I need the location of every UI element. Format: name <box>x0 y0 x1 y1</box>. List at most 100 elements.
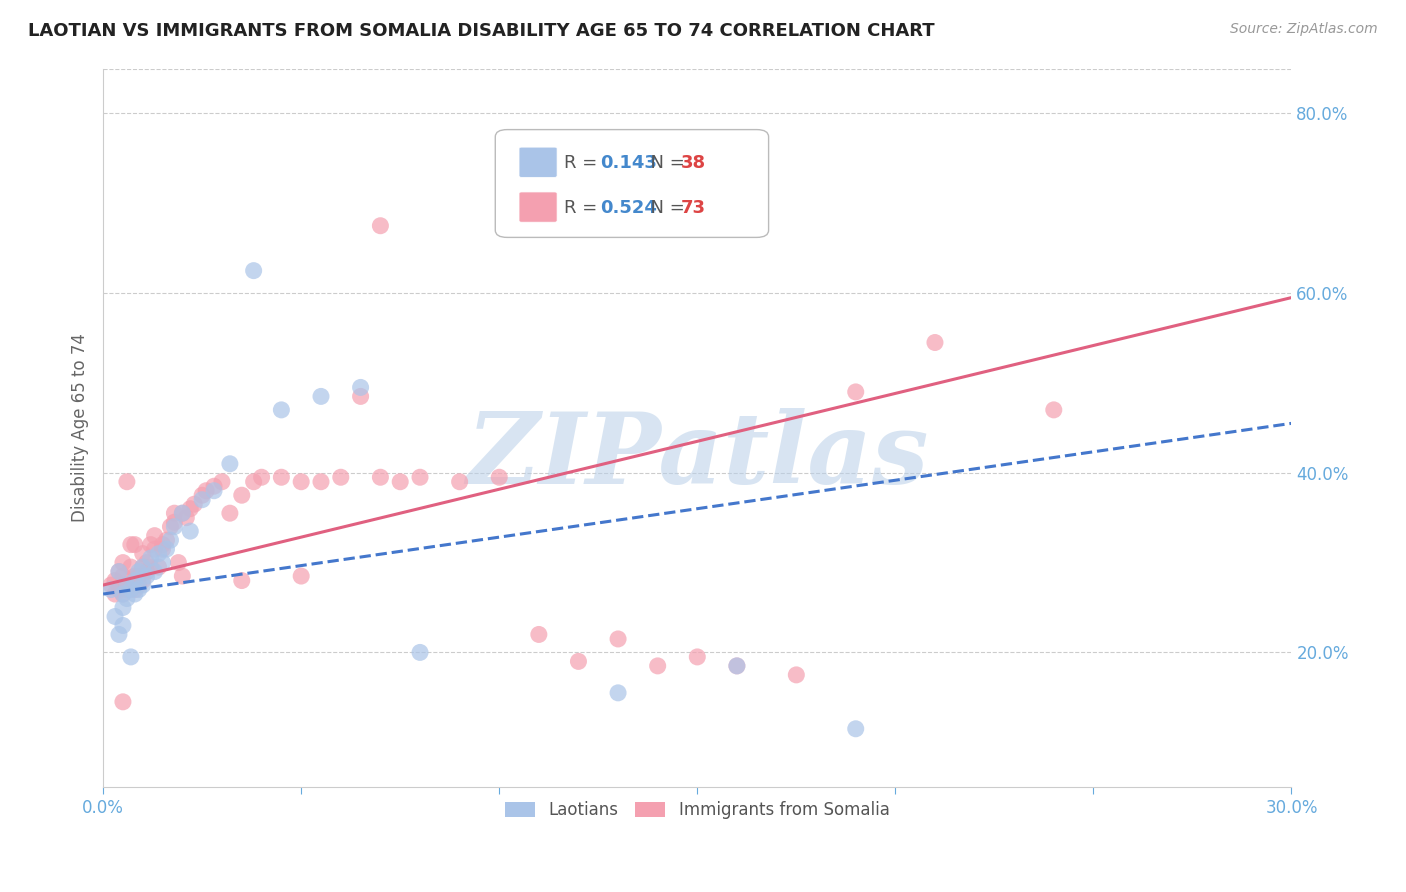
FancyBboxPatch shape <box>519 192 557 222</box>
Text: R =: R = <box>564 154 603 172</box>
Point <box>139 560 162 574</box>
Point <box>135 565 157 579</box>
Point <box>128 578 150 592</box>
Point <box>120 538 142 552</box>
Point <box>845 384 868 399</box>
Y-axis label: Disability Age 65 to 74: Disability Age 65 to 74 <box>72 334 89 523</box>
Point <box>108 565 131 579</box>
Point <box>172 506 194 520</box>
Point <box>148 547 170 561</box>
Point <box>309 475 332 489</box>
Point <box>111 695 134 709</box>
Point <box>111 618 134 632</box>
Point <box>120 578 142 592</box>
Point <box>111 600 134 615</box>
Point <box>270 470 292 484</box>
Point <box>607 632 630 646</box>
Point <box>159 519 181 533</box>
Point <box>120 582 142 597</box>
Point <box>449 475 471 489</box>
Point <box>152 556 174 570</box>
Point <box>108 582 131 597</box>
Point <box>155 533 177 548</box>
Point <box>488 470 510 484</box>
Point <box>128 565 150 579</box>
Point <box>686 649 709 664</box>
Point <box>309 389 332 403</box>
Point <box>132 560 155 574</box>
Point <box>111 587 134 601</box>
Point <box>152 542 174 557</box>
Point <box>108 627 131 641</box>
Point <box>128 569 150 583</box>
Point <box>647 659 669 673</box>
Text: 73: 73 <box>681 199 706 217</box>
Point <box>132 547 155 561</box>
Point <box>115 591 138 606</box>
Legend: Laotians, Immigrants from Somalia: Laotians, Immigrants from Somalia <box>499 794 896 826</box>
Point <box>183 497 205 511</box>
Point <box>120 560 142 574</box>
Point <box>104 574 127 588</box>
Point <box>370 219 392 233</box>
Point <box>349 389 371 403</box>
Point <box>202 483 225 498</box>
Point <box>924 335 946 350</box>
Point <box>104 587 127 601</box>
Text: R =: R = <box>564 199 603 217</box>
Point <box>607 686 630 700</box>
Point <box>111 569 134 583</box>
Point <box>152 538 174 552</box>
Point <box>725 659 748 673</box>
Text: Source: ZipAtlas.com: Source: ZipAtlas.com <box>1230 22 1378 37</box>
Point <box>191 488 214 502</box>
Point <box>250 470 273 484</box>
Point <box>567 654 589 668</box>
Point <box>148 560 170 574</box>
Point <box>195 483 218 498</box>
Point <box>527 627 550 641</box>
Text: 0.143: 0.143 <box>600 154 657 172</box>
Point <box>231 574 253 588</box>
Text: N =: N = <box>640 154 690 172</box>
Point <box>120 649 142 664</box>
Text: N =: N = <box>640 199 690 217</box>
Point <box>100 582 122 597</box>
Point <box>104 609 127 624</box>
Point <box>270 403 292 417</box>
FancyBboxPatch shape <box>519 147 557 178</box>
Text: 38: 38 <box>681 154 706 172</box>
Point <box>163 506 186 520</box>
Point <box>409 645 432 659</box>
Point <box>370 470 392 484</box>
Point <box>290 475 312 489</box>
Point <box>211 475 233 489</box>
Point <box>242 263 264 277</box>
Point <box>115 578 138 592</box>
Point <box>124 569 146 583</box>
Point <box>409 470 432 484</box>
Point <box>111 556 134 570</box>
Point <box>349 380 371 394</box>
Point <box>785 668 807 682</box>
Text: 0.524: 0.524 <box>600 199 657 217</box>
Point <box>139 538 162 552</box>
Point <box>231 488 253 502</box>
Point <box>159 533 181 548</box>
Point <box>172 506 194 520</box>
Point <box>163 515 186 529</box>
Point <box>115 582 138 597</box>
Point <box>100 578 122 592</box>
Point <box>155 542 177 557</box>
Point <box>132 578 155 592</box>
Point <box>202 479 225 493</box>
Point <box>176 510 198 524</box>
Point <box>179 524 201 538</box>
Point <box>128 582 150 597</box>
Point <box>167 556 190 570</box>
Point <box>124 574 146 588</box>
Text: ZIPatlas: ZIPatlas <box>467 409 928 505</box>
Point <box>124 587 146 601</box>
Point <box>172 569 194 583</box>
Text: LAOTIAN VS IMMIGRANTS FROM SOMALIA DISABILITY AGE 65 TO 74 CORRELATION CHART: LAOTIAN VS IMMIGRANTS FROM SOMALIA DISAB… <box>28 22 935 40</box>
